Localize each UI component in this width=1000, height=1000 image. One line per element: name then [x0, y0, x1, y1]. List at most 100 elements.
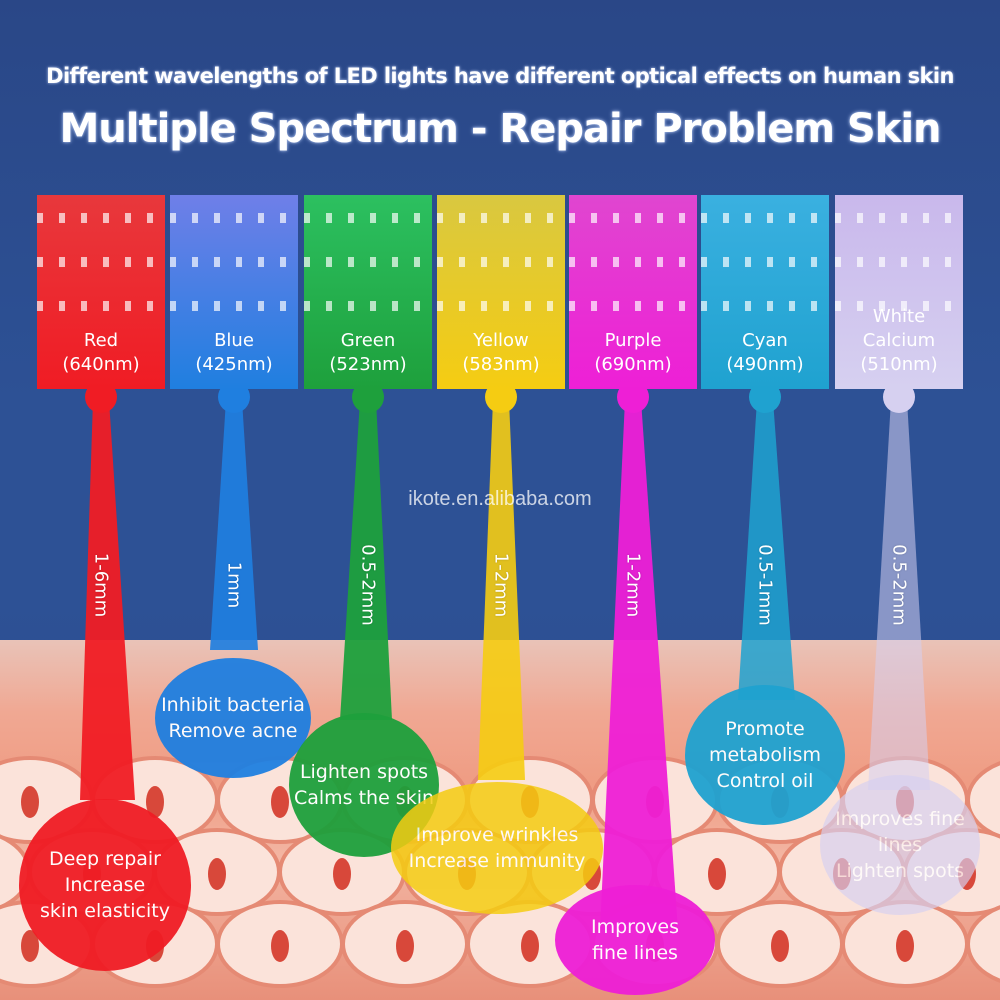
- light-name: Cyan: [742, 330, 788, 351]
- cell-nucleus: [708, 858, 726, 890]
- penetration-depth: 1-6mm: [90, 552, 112, 618]
- skin-cell: [966, 905, 1000, 983]
- light-name: Purple: [604, 330, 662, 351]
- page-title: Multiple Spectrum - Repair Problem Skin: [59, 106, 941, 152]
- led-strip: [835, 301, 963, 311]
- effect-text: Remove acne: [168, 720, 298, 742]
- effect-text: Control oil: [716, 770, 814, 792]
- effect-text: Promote: [725, 718, 805, 740]
- led-strip: [701, 301, 829, 311]
- led-panel-blue: Blue (425nm): [170, 195, 298, 389]
- effect-bubble: Improves fine lines: [555, 885, 715, 995]
- effect-text: Inhibit bacteria: [161, 694, 305, 716]
- led-panel-red: Red (640nm): [37, 195, 165, 389]
- light-name: Red: [83, 330, 119, 351]
- light-beam: [600, 400, 678, 930]
- led-panel-white-calcium: White Calcium (510nm): [835, 195, 963, 389]
- subtitle: Different wavelengths of LED lights have…: [46, 64, 954, 88]
- wavelength: (425nm): [195, 354, 273, 375]
- led-panel-purple: Purple (690nm): [569, 195, 697, 389]
- light-beam: [868, 400, 930, 790]
- light-name: Blue: [214, 330, 254, 351]
- led-strip: [304, 301, 432, 311]
- led-strip: [37, 257, 165, 267]
- light-name: Green: [340, 330, 396, 351]
- led-dot: [749, 381, 781, 413]
- led-dot: [218, 381, 250, 413]
- watermark: ikote.en.alibaba.com: [408, 488, 592, 510]
- light-name: Yellow: [473, 330, 529, 351]
- cell-nucleus: [271, 930, 289, 962]
- led-panel-green: Green (523nm): [304, 195, 432, 389]
- led-strip: [170, 257, 298, 267]
- effect-text: lines: [877, 834, 923, 856]
- wavelength: (490nm): [726, 354, 804, 375]
- led-strip: [37, 213, 165, 223]
- led-panel-cyan: Cyan (490nm): [701, 195, 829, 389]
- led-dot: [85, 381, 117, 413]
- wavelength: (523nm): [329, 354, 407, 375]
- led-strip: [170, 213, 298, 223]
- light-beam: [80, 400, 135, 800]
- led-strip: [437, 213, 565, 223]
- effect-text: Calms the skin: [293, 787, 435, 809]
- led-strip: [304, 257, 432, 267]
- effect-text: Improves fine: [835, 808, 965, 830]
- led-strip: [569, 213, 697, 223]
- led-strip: [304, 213, 432, 223]
- led-dot: [352, 381, 384, 413]
- cell-nucleus: [21, 786, 39, 818]
- led-strip: [170, 301, 298, 311]
- effect-text: Deep repair: [49, 848, 161, 870]
- cell-nucleus: [146, 786, 164, 818]
- led-strip: [569, 257, 697, 267]
- cell-nucleus: [771, 930, 789, 962]
- effect-bubble: Improves fine lines Lighten spots: [820, 775, 980, 915]
- wavelength: (583nm): [462, 354, 540, 375]
- light-name: White Calcium: [862, 306, 936, 351]
- effect-text: Increase immunity: [408, 850, 586, 872]
- led-panel-yellow: Yellow (583nm): [437, 195, 565, 389]
- effect-bubble: Promote metabolism Control oil: [685, 685, 845, 825]
- led-dot: [617, 381, 649, 413]
- wavelength: (510nm): [860, 354, 938, 375]
- cell-nucleus: [521, 930, 539, 962]
- cell-nucleus: [208, 858, 226, 890]
- effect-text: fine lines: [592, 942, 678, 964]
- cell-nucleus: [271, 786, 289, 818]
- led-strip: [701, 213, 829, 223]
- penetration-depth: 0.5-2mm: [357, 544, 379, 626]
- light-beam: [478, 400, 525, 780]
- effect-text: Improves: [590, 916, 680, 938]
- penetration-depth: 1mm: [223, 561, 245, 609]
- penetration-depth: 0.5-2mm: [888, 544, 910, 626]
- cell-nucleus: [896, 930, 914, 962]
- effect-text: metabolism: [709, 744, 821, 766]
- effect-bubble: Inhibit bacteria Remove acne: [155, 658, 311, 778]
- led-strip: [437, 301, 565, 311]
- effect-text: Lighten spots: [835, 860, 965, 882]
- effect-text: Lighten spots: [299, 761, 429, 783]
- led-strip: [437, 257, 565, 267]
- effect-text: Increase: [64, 874, 146, 896]
- skin-cell: [966, 761, 1000, 839]
- light-beam: [340, 400, 392, 720]
- cell-nucleus: [21, 930, 39, 962]
- led-strip: [701, 257, 829, 267]
- wavelength: (690nm): [594, 354, 672, 375]
- light-beam: [738, 400, 795, 700]
- effect-bubble: Deep repair Increase skin elasticity: [19, 799, 191, 971]
- effect-text: skin elasticity: [40, 900, 170, 922]
- cell-nucleus: [396, 930, 414, 962]
- light-beam: [210, 400, 258, 650]
- led-strip: [569, 301, 697, 311]
- effect-bubble: Improve wrinkles Increase immunity: [391, 782, 603, 914]
- led-strip: [835, 213, 963, 223]
- wavelength: (640nm): [62, 354, 140, 375]
- led-strip: [37, 301, 165, 311]
- effect-text: Improve wrinkles: [415, 824, 579, 846]
- penetration-depth: 1-2mm: [622, 552, 644, 618]
- led-strip: [835, 257, 963, 267]
- led-dot: [485, 381, 517, 413]
- cell-nucleus: [333, 858, 351, 890]
